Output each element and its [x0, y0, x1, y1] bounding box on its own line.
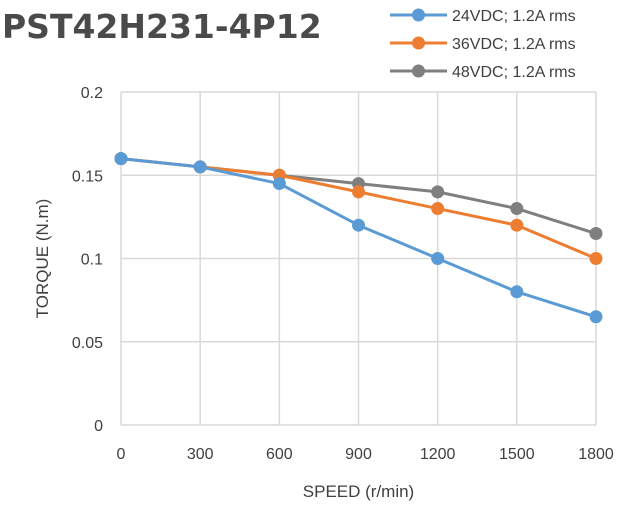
- data-point: [352, 185, 365, 199]
- x-tick-label: 1200: [420, 446, 456, 463]
- data-point: [431, 252, 445, 265]
- x-tick-label: 1800: [578, 446, 614, 463]
- y-tick-label: 0.15: [72, 168, 103, 185]
- x-axis-ticks: 0 300 600 900 1200 1500 1800: [117, 446, 614, 463]
- x-tick-label: 0: [117, 446, 126, 463]
- data-point: [510, 285, 524, 299]
- y-axis-ticks: 0 0.05 0.1 0.15 0.2: [72, 85, 103, 435]
- series-layer: [114, 152, 603, 324]
- data-point: [589, 310, 603, 324]
- y-tick-label: 0.1: [81, 252, 103, 269]
- data-point: [510, 218, 524, 232]
- legend-marker: [412, 36, 425, 50]
- legend: 24VDC; 1.2A rms 36VDC; 1.2A rms 48VDC; 1.2…: [390, 8, 576, 81]
- legend-item: 48VDC; 1.2A rms: [390, 64, 576, 81]
- data-point: [431, 185, 445, 199]
- data-point: [510, 202, 524, 216]
- data-point: [272, 177, 286, 191]
- legend-label: 48VDC; 1.2A rms: [452, 64, 576, 81]
- data-point: [589, 252, 603, 265]
- x-tick-label: 300: [187, 446, 214, 463]
- series-0: [114, 152, 603, 324]
- data-point: [352, 218, 365, 232]
- data-point: [431, 202, 445, 216]
- x-tick-label: 600: [266, 446, 293, 463]
- legend-label: 36VDC; 1.2A rms: [452, 36, 576, 53]
- y-tick-label: 0.05: [72, 335, 103, 352]
- data-point: [193, 160, 207, 174]
- y-tick-label: 0: [94, 418, 103, 435]
- y-tick-label: 0.2: [81, 85, 103, 102]
- y-axis-label: TORQUE (N.m): [33, 199, 52, 319]
- legend-item: 36VDC; 1.2A rms: [390, 36, 576, 53]
- x-tick-label: 1500: [499, 446, 535, 463]
- chart-title: PST42H231-4P12: [2, 7, 322, 46]
- data-point: [114, 152, 128, 166]
- legend-item: 24VDC; 1.2A rms: [390, 8, 576, 25]
- x-axis-label: SPEED (r/min): [303, 482, 414, 501]
- legend-label: 24VDC; 1.2A rms: [452, 8, 576, 25]
- x-tick-label: 900: [345, 446, 372, 463]
- legend-marker: [412, 8, 425, 22]
- legend-marker: [412, 64, 425, 78]
- data-point: [589, 227, 603, 241]
- grid: [120, 91, 597, 426]
